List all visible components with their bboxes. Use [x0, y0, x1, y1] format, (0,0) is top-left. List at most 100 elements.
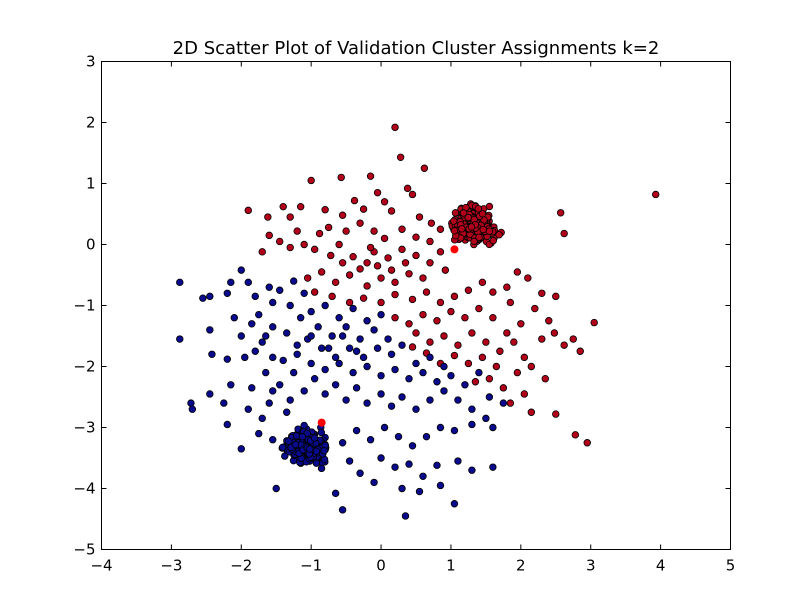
scatter-point-series-0	[461, 314, 469, 322]
scatter-point-series-1	[377, 371, 385, 380]
y-tick-label: 0	[86, 236, 96, 254]
y-tick-label: −4	[73, 480, 95, 498]
scatter-point-series-0	[345, 298, 354, 307]
scatter-point-series-0	[296, 202, 305, 211]
scatter-point-series-0	[345, 271, 354, 279]
scatter-point-series-1	[482, 414, 490, 423]
scatter-point-series-0	[520, 353, 529, 362]
scatter-point-series-0	[474, 204, 483, 213]
scatter-point-series-1	[289, 368, 298, 377]
scatter-point-series-1	[321, 390, 329, 398]
scatter-point-series-1	[412, 405, 420, 413]
scatter-point-series-0	[356, 219, 364, 227]
scatter-point-series-0	[552, 410, 560, 418]
scatter-point-series-0	[458, 225, 466, 233]
scatter-point-series-1	[345, 344, 354, 352]
scatter-point-series-0	[401, 259, 410, 267]
scatter-point-series-0	[276, 237, 284, 246]
scatter-point-series-0	[300, 240, 308, 249]
scatter-point-series-0	[412, 233, 420, 241]
scatter-point-series-0	[503, 329, 511, 337]
scatter-point-series-0	[576, 347, 584, 355]
scatter-point-series-1	[335, 359, 343, 368]
scatter-point-series-0	[485, 202, 494, 211]
scatter-point-series-1	[312, 459, 321, 467]
scatter-point-series-0	[387, 266, 396, 274]
scatter-point-series-1	[244, 278, 252, 287]
scatter-point-series-0	[349, 253, 357, 261]
x-tick-label: 1	[446, 557, 456, 575]
plot-area	[101, 61, 731, 550]
scatter-point-series-1	[285, 437, 293, 445]
scatter-point-series-1	[401, 512, 410, 520]
scatter-point-series-1	[338, 439, 347, 447]
scatter-point-series-1	[370, 478, 378, 487]
scatter-point-series-0	[363, 259, 371, 267]
scatter-point-series-0	[405, 320, 413, 328]
scatter-point-series-1	[291, 440, 300, 449]
scatter-point-series-1	[419, 368, 427, 377]
scatter-point-series-2	[450, 245, 459, 254]
scatter-point-series-1	[237, 332, 245, 340]
scatter-point-series-1	[408, 442, 417, 450]
scatter-point-series-0	[327, 251, 335, 260]
scatter-point-series-1	[276, 381, 284, 389]
scatter-point-series-0	[485, 227, 494, 235]
scatter-point-series-0	[499, 384, 508, 392]
scatter-point-series-0	[303, 274, 312, 282]
scatter-point-series-0	[335, 240, 343, 249]
scatter-point-series-0	[391, 290, 399, 299]
scatter-point-series-1	[391, 365, 399, 374]
scatter-point-series-0	[450, 227, 459, 235]
scatter-point-series-1	[335, 314, 343, 322]
scatter-point-series-0	[538, 335, 546, 343]
scatter-point-series-0	[419, 310, 427, 319]
scatter-point-series-0	[482, 338, 490, 346]
scatter-point-series-0	[408, 295, 417, 304]
scatter-point-series-0	[464, 359, 473, 368]
scatter-point-series-0	[560, 229, 568, 238]
scatter-point-series-1	[279, 356, 287, 365]
scatter-point-series-1	[321, 301, 329, 310]
y-tick-label: −2	[73, 358, 95, 376]
scatter-point-series-1	[262, 368, 270, 377]
scatter-point-series-0	[520, 390, 529, 398]
scatter-point-series-1	[398, 341, 406, 349]
scatter-point-series-1	[307, 359, 315, 368]
scatter-point-series-1	[223, 355, 231, 363]
scatter-point-series-0	[541, 375, 549, 383]
scatter-point-series-1	[426, 396, 434, 404]
x-tick-label: −4	[90, 557, 112, 575]
scatter-point-series-0	[524, 274, 532, 282]
scatter-point-series-0	[478, 210, 487, 218]
scatter-point-series-1	[461, 381, 469, 389]
scatter-point-series-1	[269, 298, 277, 307]
scatter-point-series-1	[283, 329, 291, 337]
scatter-point-series-0	[366, 243, 375, 252]
scatter-point-series-1	[281, 452, 289, 460]
scatter-point-series-1	[363, 362, 371, 371]
scatter-point-series-0	[426, 259, 434, 267]
scatter-point-series-1	[265, 399, 273, 407]
scatter-point-series-1	[269, 323, 277, 331]
scatter-point-series-0	[408, 343, 417, 351]
scatter-point-series-1	[419, 472, 427, 480]
scatter-point-series-0	[363, 282, 371, 290]
scatter-point-series-1	[314, 323, 322, 331]
scatter-point-series-1	[208, 350, 216, 358]
scatter-point-series-0	[359, 205, 368, 213]
scatter-point-series-0	[412, 251, 420, 260]
scatter-point-series-1	[324, 344, 333, 352]
scatter-point-series-0	[426, 338, 434, 346]
scatter-point-series-0	[373, 262, 382, 270]
scatter-point-series-1	[306, 445, 314, 453]
scatter-point-series-0	[436, 298, 445, 307]
scatter-point-series-1	[298, 433, 307, 441]
scatter-point-series-0	[436, 248, 445, 256]
scatter-point-series-0	[419, 274, 427, 282]
scatter-point-series-1	[433, 378, 441, 386]
scatter-point-series-0	[550, 329, 559, 337]
scatter-point-series-0	[286, 243, 294, 252]
